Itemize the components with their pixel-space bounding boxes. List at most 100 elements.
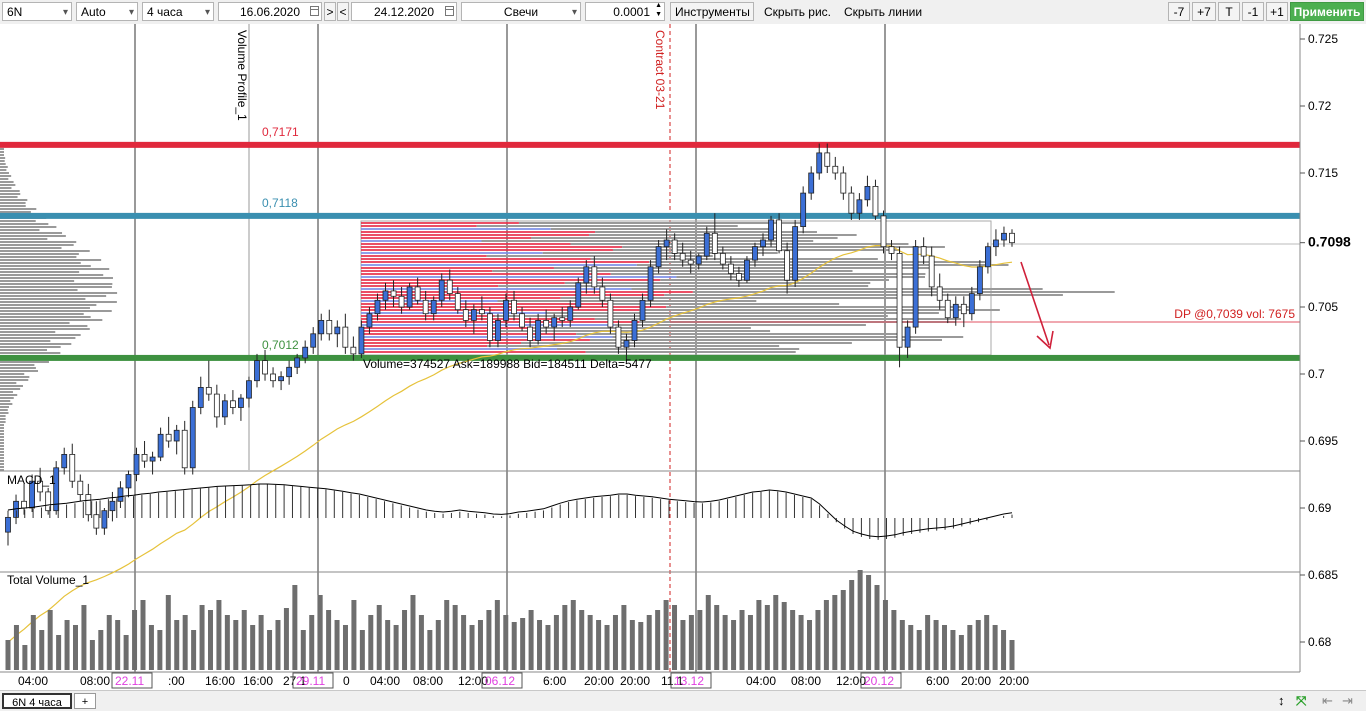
price-levels[interactable] [0,141,1300,361]
hide-lines-button[interactable]: Скрыть линии [839,2,929,21]
profile-bar [0,304,97,306]
profile-bar-colored [361,351,586,353]
scale-select[interactable]: Auto [76,2,138,21]
profile-bar-gray [492,270,853,272]
tick-size-stepper[interactable]: 0.0001 ▲ ▼ [585,2,665,21]
volume-bar [300,630,306,670]
profile-bar [0,196,18,198]
price-axis[interactable]: 0.725 0.72 0.715 0.7098 0.705 0.7 0.695 0.69 0.6… [1299,24,1366,690]
prev-button[interactable]: < [337,2,349,21]
price-tick-label: 0.715 [1308,166,1338,180]
time-label: :00 [168,674,185,688]
scroll-right-icon[interactable]: ⇥ [1342,693,1353,708]
price-chart[interactable]: 0.725 0.72 0.715 0.7098 0.705 0.7 0.695 0.69 0.6… [0,24,1366,690]
symbol-select[interactable]: 6N [2,2,72,21]
volume-bar [688,615,694,670]
volume-bar [393,625,399,670]
price-tick-label: 0.685 [1308,568,1338,582]
profile-bar-colored [361,294,665,296]
profile-bar-gray [486,255,713,257]
instruments-button[interactable]: Инструменты [670,2,754,21]
profile-bar-gray [494,315,888,317]
profile-bar [0,253,79,255]
candle-body [535,319,542,341]
time-axis[interactable]: 04:00 08:00 22.11:00 16:00 16:00 27.129.11 0 04… [0,671,1300,689]
profile-bar [0,454,4,456]
profile-bar [0,418,6,420]
t-button[interactable]: T [1218,2,1240,21]
profile-bar-gray [476,225,738,227]
calendar-icon[interactable] [445,6,454,16]
spinner-icon[interactable]: ▲ ▼ [655,2,662,18]
profile-bar-gray [576,333,902,335]
timeframe-select[interactable]: 4 часа [142,2,214,21]
volume-profile-box[interactable] [360,220,1300,356]
profile-bar-colored [361,345,488,347]
minus7-button[interactable]: -7 [1168,2,1190,21]
volume-bar [452,605,458,670]
candle-body [125,474,132,489]
down-arrow-icon [1020,261,1054,350]
profile-bar-colored [361,264,637,266]
profile-bar-gray [487,345,780,347]
candle-body [719,252,726,265]
next-button[interactable]: > [324,2,336,21]
volume-bar [267,630,273,670]
profile-bar [0,157,6,159]
scroll-left-icon[interactable]: ⇤ [1322,693,1333,708]
profile-bar-colored [361,270,493,272]
volume-panel [5,570,1015,670]
profile-bar-colored [361,318,595,320]
candle-body [181,429,188,469]
profile-bar [0,427,4,429]
date-to-field[interactable]: 24.12.2020 [351,2,457,21]
time-label: 12:00 [458,674,488,688]
volume-bar [368,615,374,670]
candle-body [840,172,847,194]
date-from-field[interactable]: 16.06.2020 [218,2,322,21]
profile-bar-colored [361,240,482,242]
profile-bar [0,184,16,186]
plus7-button[interactable]: +7 [1192,2,1216,21]
hide-drawings-button[interactable]: Скрыть рис. [759,2,839,21]
volume-bar [764,605,770,670]
profile-bar [0,466,4,468]
candle-body [976,266,983,294]
add-tab-button[interactable]: + [74,693,96,709]
volume-bar [882,600,888,670]
minus1-button[interactable]: -1 [1242,2,1264,21]
volume-bar [773,595,779,670]
price-tick-label: 0.725 [1308,32,1338,46]
profile-bar [0,349,48,351]
time-label: 16:00 [205,674,235,688]
vertical-resize-icon[interactable]: ↕ [1278,693,1285,708]
candle-body [936,286,943,301]
volume-bar [283,608,289,670]
profile-bar [0,364,35,366]
candle-body [37,480,44,493]
macd-panel [7,483,1013,540]
profile-bar [0,319,103,321]
volume-bar [747,615,753,670]
apply-button[interactable]: Применить [1290,2,1364,21]
profile-bar-gray [649,261,989,263]
volume-bar [250,625,256,670]
time-label-box [481,672,523,689]
profile-bar-colored [361,249,613,251]
profile-bar-gray [676,276,925,278]
candle-body [703,232,710,257]
fit-expand-icon[interactable]: ⤧ [1296,693,1307,708]
profile-bar [0,406,9,408]
volume-bar [874,585,880,670]
profile-bar [0,202,26,204]
candle-body [69,453,76,482]
price-tick-label: 0.705 [1308,300,1338,314]
candle-body [366,313,373,328]
chart-type-select[interactable]: Свечи [461,2,581,21]
profile-bar [0,298,86,300]
calendar-icon[interactable] [310,6,319,16]
volume-bar [317,595,323,670]
profile-bar [0,268,110,270]
tab-6n-4h[interactable]: 6N 4 часа [2,693,72,709]
plus1-button[interactable]: +1 [1266,2,1288,21]
